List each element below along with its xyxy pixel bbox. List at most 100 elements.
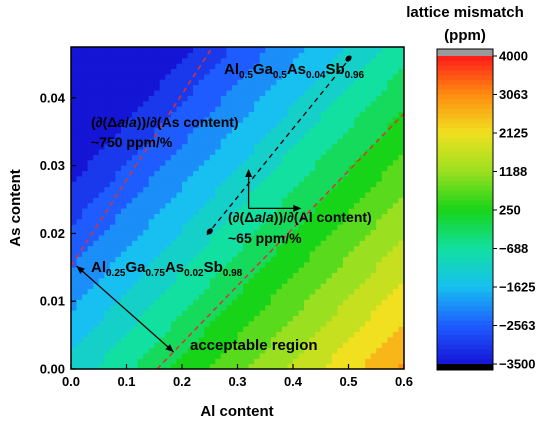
heatmap-cell [87,111,94,118]
heatmap-cell [237,191,244,198]
heatmap-cell [381,218,388,225]
heatmap-cell [187,95,194,102]
heatmap-cell [109,132,116,139]
heatmap-cell [293,181,300,188]
heatmap-cell [276,73,283,80]
heatmap-cell [154,309,161,316]
heatmap-cell [76,57,83,64]
heatmap-cell [243,293,250,300]
heatmap-cell [220,197,227,204]
heatmap-cell [170,122,178,129]
heatmap-cell [326,315,333,322]
heatmap-cell [254,336,261,343]
heatmap-cell [82,352,89,359]
colorbar-segment [437,296,493,303]
heatmap-cell [265,342,272,349]
heatmap-cell [98,336,105,343]
heatmap-cell [376,181,383,188]
heatmap-cell [148,336,155,343]
heatmap-cell [76,165,83,172]
heatmap-cell [309,116,316,123]
heatmap-cell [204,159,211,166]
heatmap-cell [159,106,166,112]
heatmap-cell [137,267,144,273]
heatmap-cell [298,309,305,316]
heatmap-cell [143,224,150,231]
heatmap-cell [320,84,327,91]
heatmap-cell [342,320,350,327]
heatmap-cell [337,143,344,150]
heatmap-cell [115,267,122,273]
heatmap-cell [182,245,189,252]
heatmap-cell [398,47,404,53]
heatmap-cell [226,326,233,333]
heatmap-cell [82,363,89,369]
heatmap-cell [115,138,122,145]
heatmap-cell [109,122,116,129]
heatmap-cell [154,283,161,290]
heatmap-cell [365,106,372,112]
heatmap-cell [320,148,327,155]
heatmap-cell [120,342,128,349]
heatmap-cell [315,181,322,188]
heatmap-cell [365,148,372,155]
heatmap-cell [265,261,272,268]
heatmap-cell [270,309,277,316]
heatmap-cell [82,213,89,220]
heatmap-cell [159,331,166,338]
heatmap-cell [392,197,400,204]
heatmap-cell [270,68,277,75]
heatmap-cell [71,57,78,64]
heatmap-cell [243,261,250,268]
heatmap-cell [337,218,344,225]
heatmap-cell [315,224,322,231]
heatmap-cell [265,122,272,129]
heatmap-cell [259,309,266,316]
heatmap-cell [281,122,289,129]
heatmap-cell [126,159,133,166]
y-axis-ticks: 0.000.010.020.030.04 [40,90,76,377]
heatmap-cell [120,218,128,225]
heatmap-cell [120,181,128,188]
heatmap-cell [281,224,289,231]
heatmap-cell [337,100,344,107]
heatmap-cell [320,267,327,273]
heatmap-cell [204,191,211,198]
heatmap-cell [320,106,327,112]
heatmap-cell [365,132,372,139]
heatmap-cell [287,229,294,236]
heatmap-cell [109,326,116,333]
heatmap-cell [120,283,128,290]
heatmap-cell [132,47,139,53]
heatmap-cell [76,240,83,247]
heatmap-cell [220,57,227,64]
heatmap-cell [387,52,394,59]
heatmap-cell [170,208,178,214]
heatmap-cell [376,315,383,322]
heatmap-cell [392,299,400,306]
heatmap-cell [187,116,194,123]
heatmap-cell [87,208,94,214]
heatmap-cell [309,358,316,365]
heatmap-cell [82,175,89,182]
heatmap-cell [231,191,239,198]
heatmap-cell [398,175,404,182]
heatmap-cell [337,159,344,166]
heatmap-cell [93,132,100,139]
composition-point [345,55,352,62]
heatmap-cell [287,293,294,300]
heatmap-cell [387,63,394,70]
heatmap-cell [231,132,239,139]
heatmap-cell [248,229,255,236]
heatmap-cell [176,240,183,247]
heatmap-cell [115,347,122,354]
heatmap-cell [259,154,266,161]
heatmap-cell [209,181,216,188]
heatmap-cell [104,261,111,268]
heatmap-cell [265,175,272,182]
heatmap-cell [298,342,305,349]
heatmap-cell [315,283,322,290]
heatmap-cell [315,132,322,139]
heatmap-cell [237,111,244,118]
heatmap-cell [359,309,366,316]
